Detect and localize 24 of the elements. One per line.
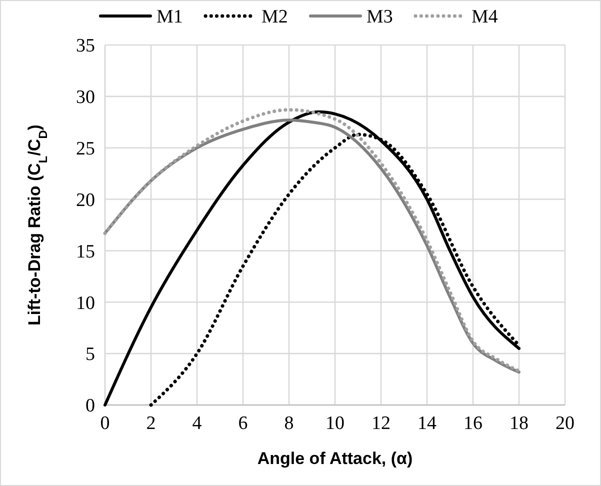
legend-label: M4 [472,6,498,28]
y-tick-label: 5 [86,344,95,366]
y-tick-label: 25 [76,138,95,160]
y-tick-label: 15 [76,241,95,262]
y-tick-label: 0 [86,396,95,417]
x-axis-title: Angle of Attack, (α) [257,449,413,468]
y-tick-label: 20 [76,190,95,211]
x-tick-label: 16 [464,413,482,434]
x-tick-label: 12 [372,413,390,434]
x-tick-label: 0 [100,413,110,434]
y-tick-label: 30 [76,87,95,108]
x-tick-label: 6 [238,413,248,434]
legend-label: M1 [156,6,183,28]
x-tick-label: 4 [192,413,202,434]
x-tick-label: 14 [418,413,437,434]
legend-label: M2 [262,6,288,28]
x-tick-label: 2 [146,413,156,434]
y-tick-label: 35 [76,36,95,57]
x-tick-label: 18 [510,413,528,434]
y-tick-label: 10 [76,292,95,314]
legend-label: M3 [366,6,393,28]
x-tick-label: 8 [284,413,294,434]
x-tick-label: 20 [556,413,574,434]
x-tick-label: 10 [326,413,344,434]
